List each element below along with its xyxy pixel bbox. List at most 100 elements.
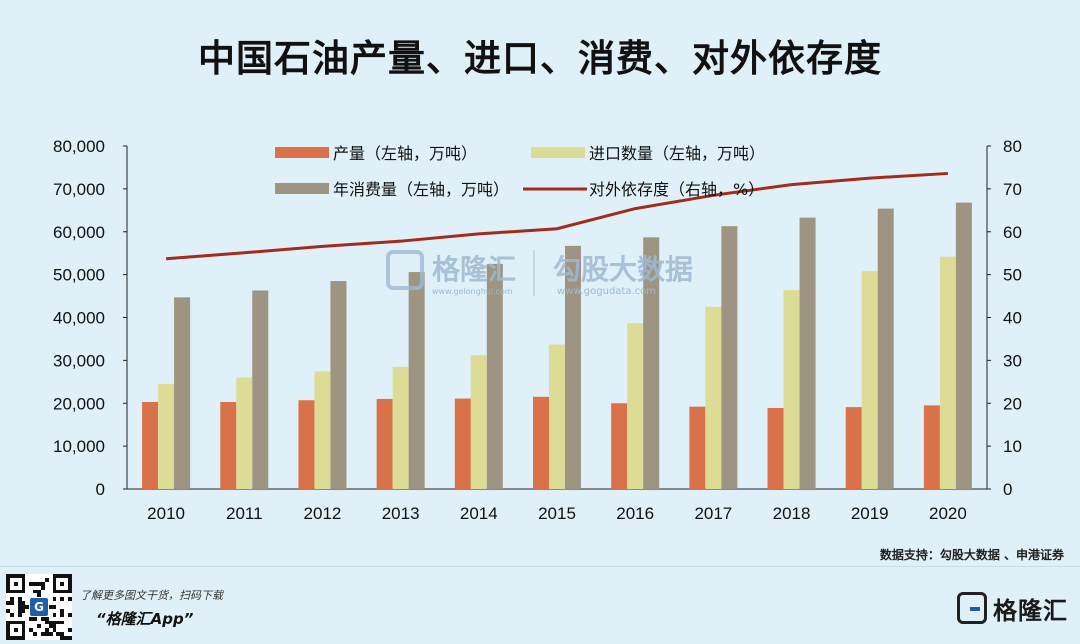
- qr-cell: [52, 577, 57, 582]
- qr-cell: [56, 574, 61, 578]
- x-tick-label: 2020: [929, 504, 967, 523]
- qr-cell: [68, 581, 72, 586]
- bar-1: [142, 401, 159, 489]
- qr-cell: [68, 612, 72, 617]
- app-name: “格隆汇App”: [96, 610, 194, 628]
- qr-cell: [17, 605, 22, 609]
- bar-1: [923, 405, 940, 489]
- x-tick-label: 2014: [460, 504, 498, 523]
- bar-1: [454, 398, 471, 489]
- qr-cell: [56, 589, 61, 594]
- qr-cell: [44, 620, 49, 625]
- qr-cell: [6, 581, 10, 586]
- left-tick-label: 60,000: [53, 223, 105, 242]
- x-tick-label: 2018: [773, 504, 811, 523]
- qr-cell: [9, 589, 14, 594]
- qr-cell: [21, 628, 26, 633]
- qr-cell: [17, 589, 22, 594]
- qr-cell: [68, 628, 72, 633]
- qr-cell: [17, 597, 22, 602]
- qr-cell: [21, 620, 26, 625]
- bar-3: [721, 226, 738, 489]
- qr-cell: [52, 585, 57, 590]
- qr-cell: [48, 632, 53, 637]
- qr-cell: [60, 581, 65, 586]
- qr-cell: [6, 632, 10, 637]
- qr-cell: [60, 589, 65, 594]
- qr-cell: [6, 608, 10, 613]
- bar-2: [314, 371, 331, 489]
- data-source: 数据支持：勾股大数据 、申港证券: [879, 548, 1064, 562]
- qr-cell: [68, 577, 72, 582]
- qr-cell: [68, 589, 72, 594]
- qr-cell: [60, 612, 65, 617]
- qr-cell: [52, 612, 57, 617]
- qr-cell: [68, 597, 72, 602]
- bar-3: [330, 281, 347, 489]
- qr-cell: [52, 620, 57, 625]
- qr-cell: [6, 589, 10, 594]
- qr-cell: [48, 624, 53, 629]
- left-tick-label: 10,000: [53, 437, 105, 456]
- chart-title: 中国石油产量、进口、消费、对外依存度: [198, 37, 882, 80]
- qr-cell: [40, 585, 45, 590]
- qr-cell: [40, 616, 45, 621]
- qr-cell: [21, 577, 26, 582]
- qr-cell: [6, 620, 10, 625]
- bar-3: [408, 272, 425, 489]
- qr-cell: [52, 589, 57, 594]
- qr-cell: [21, 574, 26, 578]
- legend-label: 对外依存度（右轴，%）: [589, 180, 764, 199]
- left-tick-label: 80,000: [53, 137, 105, 156]
- qr-cell: [60, 608, 65, 613]
- bar-1: [533, 396, 549, 489]
- legend-swatch: [275, 183, 329, 194]
- right-tick-label: 20: [1003, 394, 1022, 413]
- left-tick-label: 50,000: [53, 266, 105, 285]
- qr-cell: [68, 574, 72, 578]
- left-tick-label: 70,000: [53, 180, 105, 199]
- line-dependency: [165, 171, 948, 261]
- right-tick-label: 0: [1003, 480, 1012, 499]
- bar-3: [174, 297, 191, 489]
- bar-1: [845, 407, 862, 489]
- qr-cell: [21, 624, 26, 629]
- qr-cell: [60, 597, 65, 602]
- qr-cell: [60, 632, 65, 637]
- bar-3: [643, 237, 660, 489]
- qr-cell: [44, 628, 49, 633]
- right-tick-label: 70: [1003, 180, 1022, 199]
- qr-code: G: [6, 574, 72, 640]
- x-tick-label: 2011: [226, 504, 263, 523]
- qr-cell: [44, 616, 49, 621]
- qr-cell: [21, 608, 26, 613]
- legend-label: 年消费量（左轴，万吨）: [333, 180, 509, 199]
- legend-swatch: [275, 147, 329, 158]
- qr-cell: [29, 581, 34, 586]
- bar-2: [783, 290, 800, 489]
- right-tick-label: 10: [1003, 437, 1022, 456]
- qr-cell: [9, 601, 14, 606]
- qr-cell: [21, 632, 26, 637]
- qr-cell: [64, 636, 69, 640]
- x-tick-label: 2013: [382, 504, 420, 523]
- qr-cell: [52, 628, 57, 633]
- x-tick-label: 2015: [538, 504, 576, 523]
- qr-cell: [17, 601, 22, 606]
- qr-cell: [6, 585, 10, 590]
- qr-cell: [37, 581, 41, 586]
- watermark-brand: 格隆汇: [432, 253, 516, 286]
- qr-cell: [68, 585, 72, 590]
- x-tick-label: 2012: [304, 504, 342, 523]
- qr-cell: [9, 636, 14, 640]
- qr-cell: [52, 624, 57, 629]
- qr-cell: [37, 589, 41, 594]
- qr-cell: [6, 628, 10, 633]
- watermark-partner: 勾股大数据: [553, 253, 693, 286]
- qr-cell: [21, 636, 26, 640]
- qr-cell: [21, 601, 26, 606]
- qr-cell: [25, 605, 30, 609]
- qr-cell: [17, 574, 22, 578]
- qr-cell: [56, 632, 61, 637]
- qr-cell: [17, 608, 22, 613]
